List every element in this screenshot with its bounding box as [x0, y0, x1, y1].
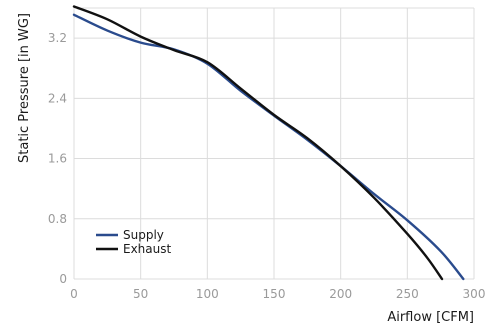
grid	[73, 7, 475, 280]
legend-label: Exhaust	[123, 242, 172, 256]
x-tick-label: 150	[263, 287, 286, 301]
y-axis-ticks: 0 0.8 1.6 2.4 3.2	[48, 31, 67, 286]
x-tick-label: 50	[133, 287, 148, 301]
x-tick-label: 250	[396, 287, 419, 301]
x-axis-ticks: 0 50 100 150 200 250 300	[70, 287, 485, 301]
y-tick-label: 1.6	[48, 152, 67, 166]
y-axis-label: Static Pressure [in WG]	[17, 13, 32, 163]
x-tick-label: 100	[196, 287, 219, 301]
y-tick-label: 2.4	[48, 91, 67, 105]
series-line-exhaust	[72, 5, 444, 281]
legend-item-exhaust: Exhaust	[96, 242, 172, 256]
y-tick-label: 3.2	[48, 31, 67, 45]
y-tick-label: 0.8	[48, 212, 67, 226]
y-tick-label: 0	[59, 272, 67, 286]
x-tick-label: 0	[70, 287, 78, 301]
legend-label: Supply	[123, 228, 164, 242]
x-axis-label: Airflow [CFM]	[387, 310, 474, 325]
series-lines	[72, 5, 465, 281]
x-tick-label: 200	[329, 287, 352, 301]
legend-item-supply: Supply	[96, 228, 164, 242]
x-tick-label: 300	[463, 287, 486, 301]
